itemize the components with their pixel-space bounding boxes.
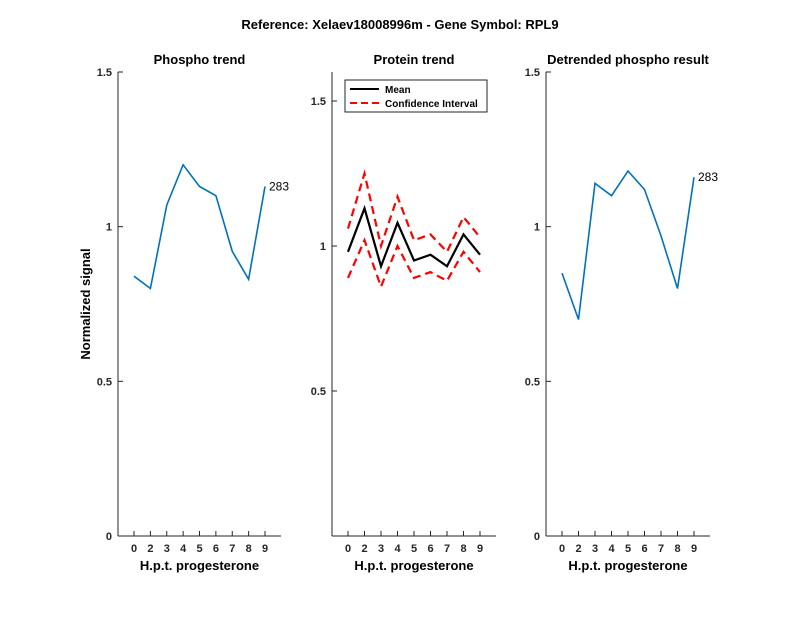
y-tick-label: 0: [106, 531, 112, 543]
axes-title: Phospho trend: [154, 52, 246, 67]
x-tick-label: 0: [559, 543, 565, 555]
series-line-phospho: [133, 163, 266, 290]
y-tick-label: 0.5: [97, 376, 112, 388]
x-tick-label: 6: [641, 543, 647, 555]
x-axis-label: H.p.t. progesterone: [140, 558, 259, 573]
axes-title: Protein trend: [374, 52, 455, 67]
legend-box: [344, 79, 488, 113]
y-tick-label: 1.5: [97, 67, 112, 79]
legend-label-mean: Mean: [385, 85, 411, 96]
x-tick-label: 8: [674, 543, 680, 555]
x-tick-label: 8: [460, 543, 466, 555]
x-axis-label: H.p.t. progesterone: [354, 558, 473, 573]
x-tick-label: 7: [444, 543, 450, 555]
x-tick-label: 4: [394, 543, 401, 555]
end-annotation: 283: [698, 170, 718, 184]
series-line-detrended: [561, 169, 695, 320]
x-tick-label: 9: [477, 543, 483, 555]
x-tick-label: 4: [180, 543, 187, 555]
x-tick-label: 4: [608, 543, 615, 555]
x-tick-label: 2: [575, 543, 581, 555]
x-tick-label: 6: [213, 543, 219, 555]
x-axis-label: H.p.t. progesterone: [568, 558, 687, 573]
x-tick-label: 5: [196, 543, 202, 555]
y-tick-label: 1.5: [525, 67, 540, 79]
y-tick-label: 1: [534, 222, 540, 234]
x-tick-label: 3: [592, 543, 598, 555]
x-tick-label: 5: [625, 543, 631, 555]
x-tick-label: 2: [361, 543, 367, 555]
series-line-confidence-interval: [346, 169, 481, 254]
x-tick-label: 3: [164, 543, 170, 555]
x-tick-label: 2: [147, 543, 153, 555]
y-tick-label: 0.5: [311, 386, 326, 398]
x-tick-label: 6: [427, 543, 433, 555]
y-tick-label: 1.5: [311, 96, 326, 108]
y-tick-label: 0: [534, 531, 540, 543]
x-tick-label: 7: [229, 543, 235, 555]
x-tick-label: 3: [378, 543, 384, 555]
x-tick-label: 9: [262, 543, 268, 555]
y-tick-label: 1: [106, 222, 112, 234]
legend: Mean Confidence Interval: [344, 79, 488, 113]
x-tick-label: 5: [411, 543, 417, 555]
axes-panel-2: Protein trend 0.5 1 1.5 0 2 3 4 5 6 7 8 9 H.p.t. prog…: [311, 52, 496, 573]
y-tick-label: 0.5: [525, 376, 540, 388]
x-tick-label: 0: [345, 543, 351, 555]
figure-suptitle: Reference: Xelaev18008996m - Gene Symbol…: [241, 17, 558, 32]
x-tick-label: 8: [246, 543, 252, 555]
y-tick-label: 1: [320, 241, 326, 253]
x-tick-label: 0: [131, 543, 137, 555]
axes-title: Detrended phospho result: [547, 52, 709, 67]
end-annotation: 283: [269, 179, 289, 193]
legend-label-confidence-interval: Confidence Interval: [385, 99, 478, 110]
x-tick-label: 9: [691, 543, 697, 555]
x-tick-label: 7: [658, 543, 664, 555]
y-axis-label: Normalized signal: [78, 248, 93, 359]
series-line-confidence-interval-lower: [346, 237, 481, 290]
